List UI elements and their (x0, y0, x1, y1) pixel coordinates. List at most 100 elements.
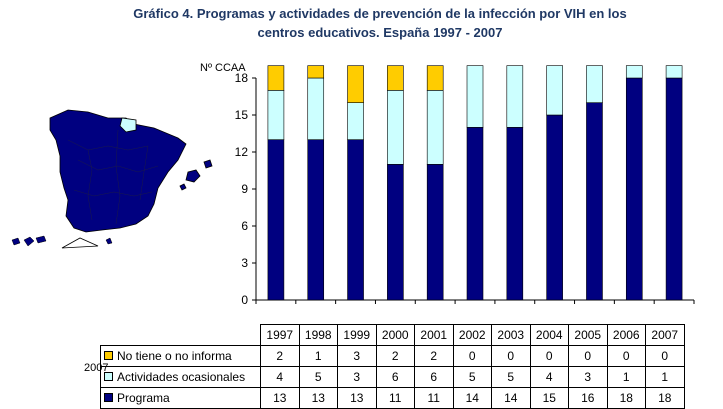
table-row: No tiene o no informa 2 1 3 2 2 0 0 0 0 0 0 (100, 345, 685, 367)
data-label: 5 (491, 366, 531, 388)
bar-no-tiene-o-no-informa-1999 (347, 65, 364, 103)
legend-label: Actividades ocasionales (117, 370, 246, 384)
legend-entry: Programa (100, 387, 261, 409)
data-label: 6 (414, 366, 454, 388)
bar-programa-2007 (665, 77, 683, 301)
bar-programa-1998 (307, 139, 325, 301)
bar-programa-2003 (506, 127, 524, 301)
data-label: 2 (260, 345, 300, 367)
table-row: Programa 13 13 13 11 11 14 14 15 16 18 18 (100, 387, 685, 409)
legend-label: Programa (117, 391, 170, 405)
y-tick-label: 18 (235, 71, 249, 85)
bar-programa-2000 (387, 164, 404, 301)
data-label: 11 (375, 387, 415, 409)
y-tick-label: 6 (241, 219, 248, 233)
bar-actividades-ocasionales-2000 (387, 90, 404, 165)
x-tick-label: 1999 (337, 324, 377, 346)
bar-actividades-ocasionales-1998 (307, 77, 325, 140)
bar-actividades-ocasionales-1997 (267, 90, 285, 140)
x-tick-label: 2002 (452, 324, 492, 346)
data-label: 15 (529, 387, 569, 409)
chart-title: Gráfico 4. Programas y actividades de pr… (0, 4, 723, 42)
data-label: 18 (606, 387, 646, 409)
x-tick-label: 2003 (491, 324, 531, 346)
bar-programa-2001 (426, 164, 444, 301)
data-label: 3 (568, 366, 608, 388)
table-corner (101, 325, 261, 346)
y-tick-label: 0 (241, 293, 248, 307)
y-tick-label: 12 (235, 145, 249, 159)
data-label: 4 (529, 366, 569, 388)
bar-actividades-ocasionales-2003 (506, 65, 524, 128)
bar-programa-2002 (466, 127, 484, 301)
x-tick-label: 2006 (606, 324, 646, 346)
bar-programa-2005 (586, 102, 603, 301)
y-tick-label: 9 (241, 182, 248, 196)
data-label: 16 (568, 387, 608, 409)
legend-swatch (104, 351, 113, 361)
bar-no-tiene-o-no-informa-1997 (267, 65, 285, 91)
bar-programa-1997 (267, 139, 285, 301)
bar-programa-1999 (347, 139, 364, 301)
bar-no-tiene-o-no-informa-1998 (307, 65, 325, 79)
spain-map: 2007 (8, 100, 228, 374)
y-tick-label: 15 (235, 108, 249, 122)
bar-actividades-ocasionales-2006 (625, 65, 643, 79)
legend-swatch (104, 393, 113, 403)
data-label: 11 (414, 387, 454, 409)
bar-programa-2004 (546, 114, 563, 301)
x-tick-label: 2007 (645, 324, 685, 346)
data-label: 0 (491, 345, 531, 367)
table-row: Actividades ocasionales 4 5 3 6 6 5 5 4 3 1 1 (100, 366, 685, 388)
data-label: 0 (606, 345, 646, 367)
bar-actividades-ocasionales-2004 (546, 65, 563, 116)
table-header-row: 1997 1998 1999 2000 2001 2002 2003 2004 2005 2006… (101, 324, 685, 346)
data-label: 1 (298, 345, 338, 367)
bar-no-tiene-o-no-informa-2001 (426, 65, 444, 91)
bar-actividades-ocasionales-2002 (466, 65, 484, 128)
spain-map-image (11, 109, 213, 249)
chart-title-line-1: Gráfico 4. Programas y actividades de pr… (133, 6, 627, 21)
data-label: 0 (568, 345, 608, 367)
data-label: 3 (337, 345, 377, 367)
data-label: 6 (375, 366, 415, 388)
data-label: 3 (337, 366, 377, 388)
data-label: 2 (414, 345, 454, 367)
x-tick-label: 1998 (298, 324, 338, 346)
data-label: 5 (298, 366, 338, 388)
legend-entry: Actividades ocasionales (100, 366, 261, 388)
data-label: 13 (298, 387, 338, 409)
legend-entry: No tiene o no informa (100, 345, 261, 367)
x-tick-label: 2005 (568, 324, 608, 346)
bar-actividades-ocasionales-2001 (426, 90, 444, 165)
bar-no-tiene-o-no-informa-2000 (387, 65, 404, 91)
x-tick-label: 1997 (260, 324, 300, 346)
x-tick-label: 2001 (414, 324, 454, 346)
data-label: 2 (375, 345, 415, 367)
bar-actividades-ocasionales-2005 (586, 65, 603, 103)
y-axis-label: Nº CCAA (200, 62, 246, 74)
data-label: 1 (606, 366, 646, 388)
bar-actividades-ocasionales-2007 (665, 65, 683, 79)
legend-label: No tiene o no informa (117, 349, 232, 363)
data-label: 4 (260, 366, 300, 388)
data-table: 1997 1998 1999 2000 2001 2002 2003 2004 2005 2006… (100, 324, 685, 409)
x-tick-label: 2004 (529, 324, 569, 346)
bar-actividades-ocasionales-1999 (347, 102, 364, 140)
bar-programa-2006 (625, 77, 643, 301)
y-tick-label: 3 (241, 256, 248, 270)
data-label: 13 (260, 387, 300, 409)
chart-title-line-2: centros educativos. España 1997 - 2007 (257, 25, 503, 40)
data-label: 0 (529, 345, 569, 367)
data-label: 1 (645, 366, 685, 388)
data-label: 5 (452, 366, 492, 388)
data-label: 0 (452, 345, 492, 367)
data-label: 14 (491, 387, 531, 409)
stacked-bar-chart: 0 3 6 9 12 15 18 (235, 65, 695, 307)
legend-swatch (104, 372, 113, 382)
data-label: 14 (452, 387, 492, 409)
data-label: 13 (337, 387, 377, 409)
x-tick-label: 2000 (375, 324, 415, 346)
data-label: 18 (645, 387, 685, 409)
data-label: 0 (645, 345, 685, 367)
